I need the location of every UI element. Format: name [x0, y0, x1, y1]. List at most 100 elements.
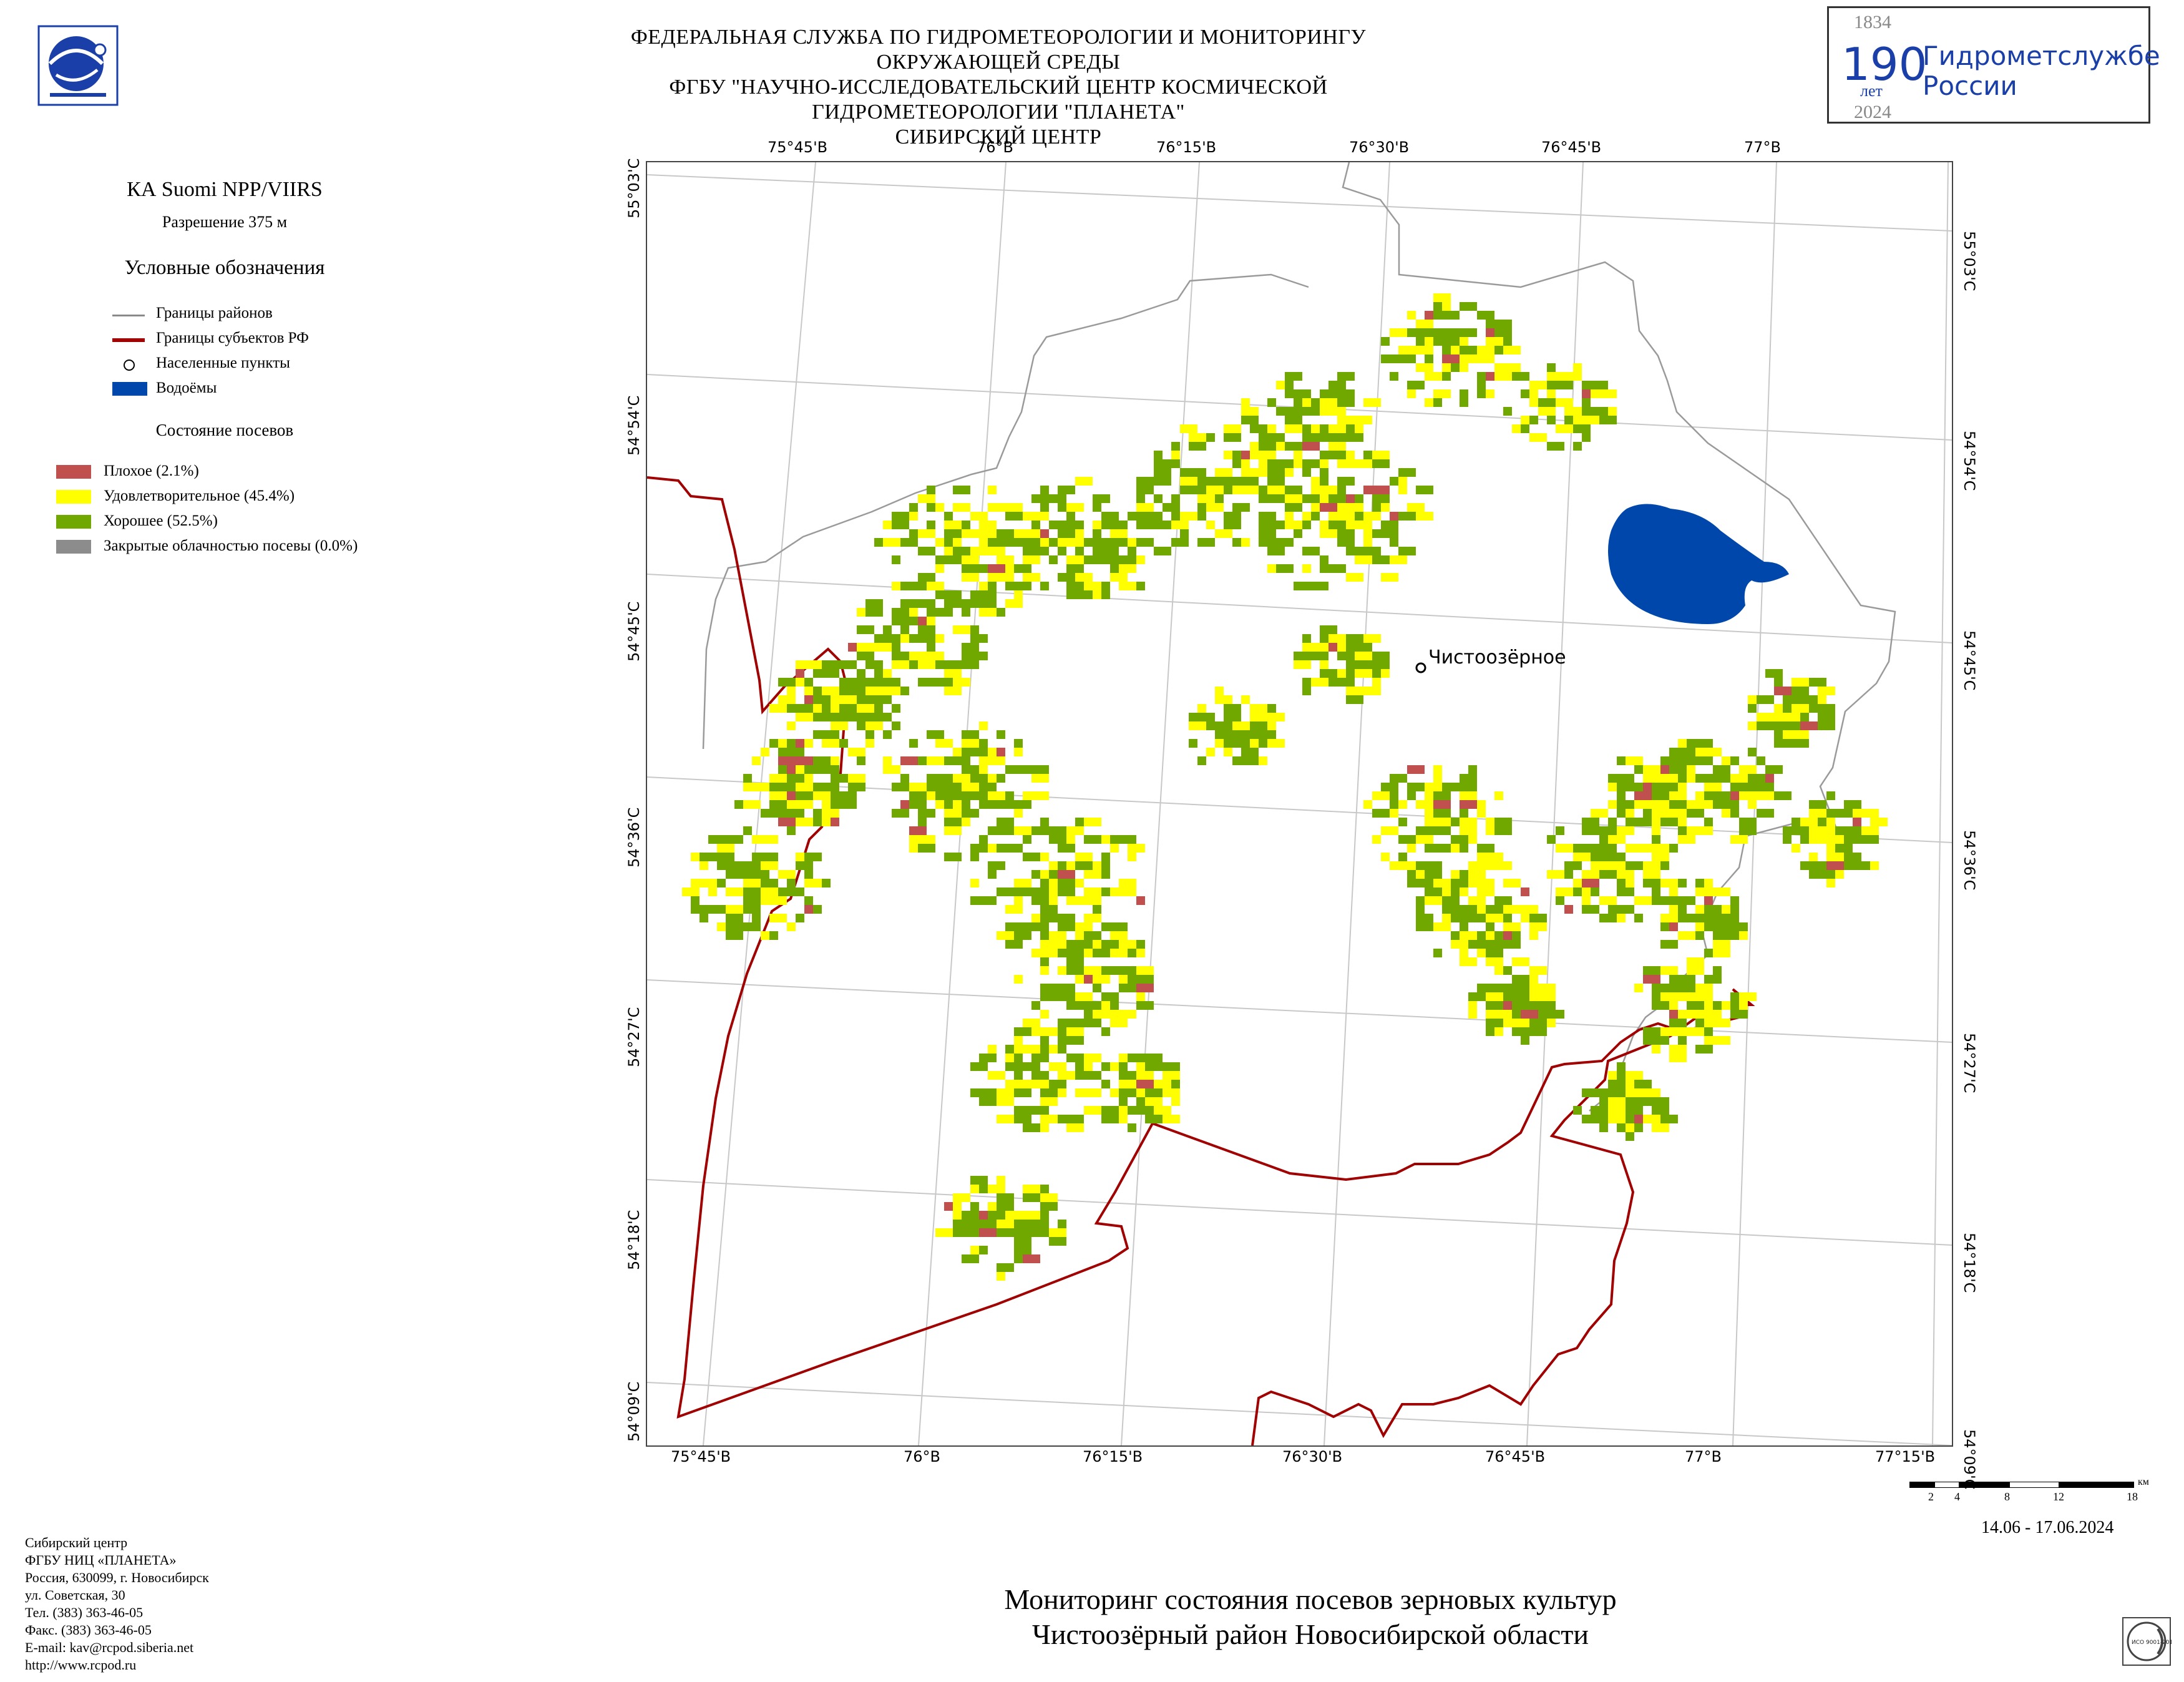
- crop-field-pixel: [1267, 739, 1285, 748]
- crop-field-pixel: [1031, 1193, 1040, 1202]
- crop-field-pixel: [1355, 652, 1372, 660]
- crop-field-pixel: [1023, 887, 1031, 896]
- crop-field-pixel: [1660, 879, 1669, 887]
- crop-field-pixel: [892, 617, 900, 625]
- crop-field-pixel: [1547, 835, 1556, 844]
- crop-field-pixel: [1486, 1001, 1503, 1010]
- crop-field-pixel: [804, 713, 813, 721]
- crop-field-pixel: [1320, 389, 1328, 398]
- crop-field-pixel: [787, 791, 796, 800]
- crop-field-pixel: [1730, 914, 1739, 922]
- crop-field-pixel: [1049, 538, 1058, 547]
- crop-field-pixel: [857, 652, 874, 660]
- legend-crop-poor: Плохое (2.1%): [56, 462, 412, 487]
- crop-field-pixel: [1180, 477, 1197, 486]
- crop-field-pixel: [1014, 1036, 1023, 1045]
- settlement-marker-icon[interactable]: [1415, 662, 1426, 673]
- crop-field-pixel: [1809, 704, 1826, 713]
- crop-field-pixel: [1503, 1019, 1512, 1027]
- crop-field-pixel: [1835, 809, 1853, 818]
- crop-field-pixel: [1468, 905, 1477, 914]
- crop-field-pixel: [1433, 372, 1442, 381]
- crop-field-pixel: [1014, 844, 1023, 853]
- crop-field-pixel: [1704, 896, 1713, 905]
- contact-email[interactable]: E-mail: kav@rcpod.siberia.net: [25, 1640, 194, 1655]
- crop-field-pixel: [1521, 905, 1538, 914]
- crop-field-pixel: [988, 1220, 997, 1228]
- crop-field-pixel: [1285, 442, 1302, 451]
- crop-field-pixel: [1346, 643, 1363, 652]
- crop-field-pixel: [700, 861, 708, 870]
- crop-field-pixel: [1250, 451, 1259, 459]
- crop-field-pixel: [1031, 1106, 1049, 1115]
- crop-field-pixel: [944, 512, 953, 521]
- crop-field-pixel: [1119, 1106, 1128, 1115]
- crop-field-pixel: [900, 599, 918, 608]
- crop-field-pixel: [1390, 555, 1407, 564]
- map-canvas[interactable]: Чистоозёрное: [646, 161, 1953, 1447]
- scale-label: 18: [2127, 1490, 2138, 1503]
- crop-field-pixel: [1460, 826, 1468, 835]
- crop-field-pixel: [918, 573, 935, 582]
- contact-website[interactable]: http://www.rcpod.ru: [25, 1657, 137, 1673]
- crop-field-pixel: [1101, 966, 1119, 975]
- crop-field-pixel: [1494, 931, 1503, 940]
- crop-field-pixel: [1599, 861, 1608, 870]
- crop-field-pixel: [1066, 555, 1075, 564]
- crop-field-pixel: [1687, 826, 1704, 835]
- crop-field-pixel: [883, 538, 900, 547]
- crop-field-pixel: [1416, 512, 1433, 521]
- crop-field-pixel: [1163, 503, 1180, 512]
- crop-field-pixel: [997, 844, 1005, 853]
- crop-field-pixel: [997, 826, 1014, 835]
- crop-field-pixel: [1294, 398, 1302, 407]
- crop-field-pixel: [1451, 896, 1460, 905]
- crop-field-pixel: [1066, 590, 1075, 599]
- crop-field-pixel: [1075, 590, 1093, 599]
- crop-field-pixel: [1844, 826, 1861, 835]
- crop-field-pixel: [1416, 896, 1425, 905]
- crop-field-pixel: [979, 896, 997, 905]
- crop-field-pixel: [865, 660, 883, 669]
- tick-top-5: 77°В: [1744, 139, 1782, 156]
- crop-field-pixel: [1512, 975, 1529, 984]
- crop-field-pixel: [1529, 398, 1538, 407]
- anniversary-years-word: лет: [1860, 82, 1883, 100]
- crop-field-pixel: [1031, 521, 1040, 529]
- crop-field-pixel: [796, 887, 804, 896]
- crop-field-pixel: [1521, 1010, 1538, 1019]
- crop-field-pixel: [726, 853, 734, 861]
- crop-field-pixel: [1136, 555, 1145, 564]
- crop-field-pixel: [1687, 809, 1704, 818]
- crop-field-pixel: [1826, 791, 1835, 800]
- crop-field-pixel: [1066, 1019, 1084, 1027]
- crop-field-pixel: [1224, 477, 1232, 486]
- crop-field-pixel: [1460, 940, 1468, 949]
- crop-field-pixel: [1669, 1019, 1678, 1027]
- crop-field-pixel: [1512, 1027, 1529, 1036]
- crop-field-pixel: [1101, 1115, 1119, 1123]
- crop-field-pixel: [900, 756, 918, 765]
- crop-field-pixel: [1652, 984, 1669, 992]
- crop-field-pixel: [962, 765, 979, 774]
- crop-field-pixel: [927, 774, 944, 783]
- crop-field-pixel: [1704, 756, 1713, 765]
- crop-field-pixel: [1005, 1211, 1023, 1220]
- crop-field-pixel: [953, 800, 962, 809]
- crop-field-pixel: [1529, 381, 1547, 389]
- crop-field-pixel: [970, 879, 979, 887]
- crop-field-pixel: [865, 739, 874, 748]
- crop-field-pixel: [1189, 739, 1197, 748]
- crop-field-pixel: [892, 555, 900, 564]
- crop-field-pixel: [1433, 774, 1442, 783]
- crop-field-pixel: [1425, 826, 1433, 835]
- crop-field-pixel: [1608, 1115, 1626, 1123]
- crop-field-pixel: [1337, 372, 1355, 381]
- crop-field-pixel: [1101, 870, 1110, 879]
- district-boundary-west: [702, 273, 1309, 750]
- crop-field-pixel: [1232, 713, 1241, 721]
- crop-field-pixel: [1180, 529, 1189, 538]
- crop-field-pixel: [1695, 1045, 1713, 1054]
- legend-swatch-cloud: [56, 540, 91, 554]
- crop-field-pixel: [1040, 870, 1049, 879]
